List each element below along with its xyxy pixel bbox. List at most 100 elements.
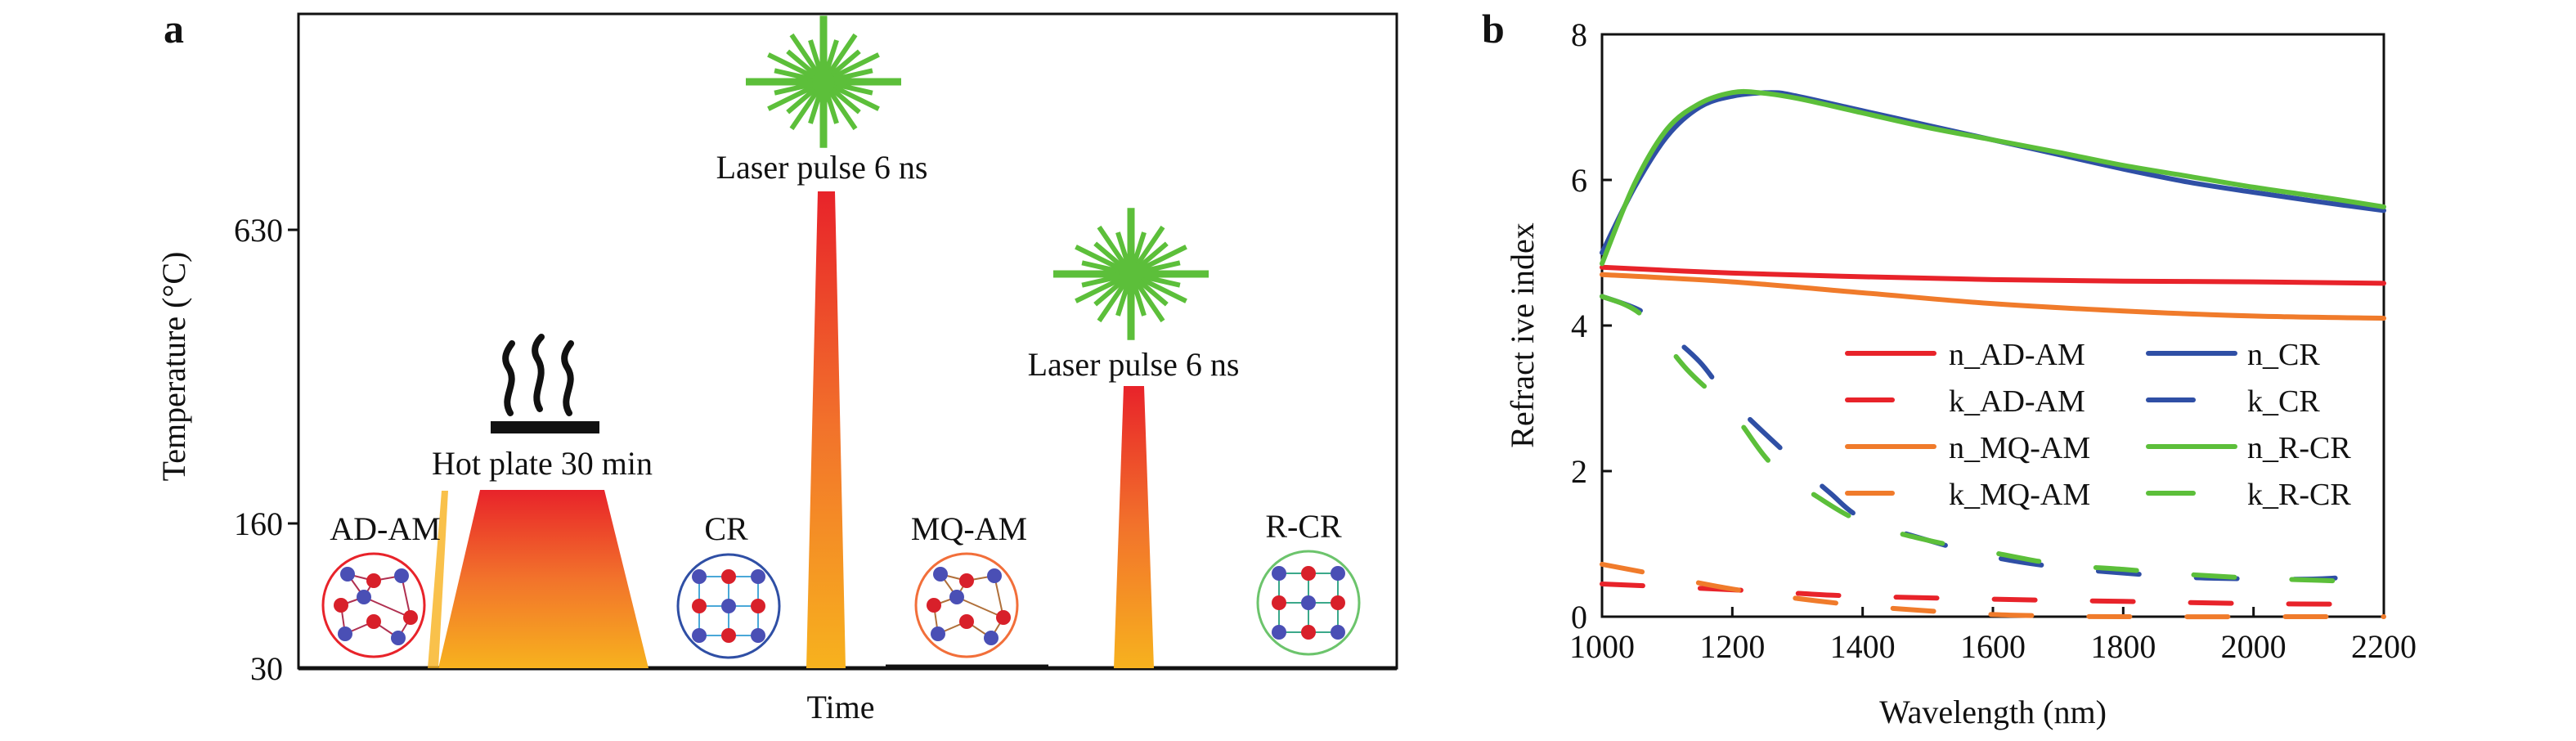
xtick-label: 1000 — [1569, 628, 1635, 665]
atom — [1272, 595, 1286, 610]
atom — [1301, 625, 1316, 640]
hot-plate-label: Hot plate 30 min — [432, 445, 653, 482]
xtick-label: 1600 — [1960, 628, 2026, 665]
atom — [1331, 566, 1345, 581]
atom — [1331, 625, 1345, 640]
atom — [366, 573, 381, 588]
atom — [1301, 595, 1316, 610]
atom — [394, 568, 409, 583]
ytick-label: 6 — [1571, 162, 1587, 199]
atom — [721, 569, 736, 584]
plot-frame — [1600, 33, 2385, 618]
legend-label: n_R-CR — [2247, 431, 2351, 465]
atom — [751, 569, 765, 584]
atom — [692, 599, 707, 613]
legend: n_AD-AM k_AD-AM n_MQ-AM k_MQ-AM n_CR k_CR n_R-… — [1845, 338, 2351, 512]
xtick-label: 1800 — [2090, 628, 2156, 665]
atom — [996, 610, 1011, 625]
bond — [363, 596, 411, 618]
atomic-structure-icon — [1256, 550, 1361, 656]
xtick-label: 2200 — [2351, 628, 2417, 665]
atom — [1272, 625, 1286, 640]
legend-label: k_CR — [2247, 384, 2320, 419]
atom — [984, 631, 999, 645]
xtick-label: 1200 — [1699, 628, 1765, 665]
legend-label: n_AD-AM — [1949, 338, 2085, 372]
ytick-label: 4 — [1571, 308, 1587, 344]
atom — [949, 590, 964, 604]
atom — [1272, 566, 1286, 581]
structure-circle — [1256, 550, 1361, 656]
legend-label: n_MQ-AM — [1949, 431, 2090, 465]
legend-label: n_CR — [2247, 338, 2320, 372]
y-axis-title: Refract ive index — [1504, 222, 1541, 447]
atomic-structure-icon — [676, 553, 781, 659]
ytick-label: 30 — [250, 650, 283, 687]
atom — [692, 569, 707, 584]
atom — [403, 610, 418, 625]
atom — [338, 626, 352, 641]
series-line-k-mq-am — [1600, 561, 2386, 620]
structure-circle — [914, 552, 1019, 658]
atom — [987, 568, 1002, 583]
series-line-n-r-cr — [1600, 88, 2386, 267]
panel-b: b 1000 1200 1400 1600 1800 2000 2200 0 2 4 6 8 Refr… — [1482, 6, 2417, 730]
series-line-n-cr — [1600, 90, 2386, 255]
panel-a: a 630 160 30 Temperature (°C) Time Hot p… — [155, 6, 1398, 725]
ytick-label: 630 — [234, 212, 283, 249]
star-core — [812, 70, 835, 93]
laser-pulse-2-profile — [1114, 386, 1154, 668]
panel-b-label: b — [1482, 6, 1505, 52]
atom — [751, 628, 765, 643]
xtick-label: 2000 — [2221, 628, 2287, 665]
atom — [933, 567, 948, 582]
atom — [1331, 595, 1345, 610]
laser-starburst-icon — [746, 16, 901, 148]
series-line-n-mq-am — [1600, 272, 2386, 321]
atom — [721, 599, 736, 613]
atom — [340, 567, 355, 582]
bond — [956, 596, 1004, 618]
laser-pulse-2-label: Laser pulse 6 ns — [1028, 346, 1240, 383]
ytick-label: 2 — [1571, 453, 1587, 490]
structure-circle — [321, 552, 426, 658]
hot-plate-anneal-profile — [438, 490, 648, 668]
series-line-k-r-cr — [1600, 294, 2386, 586]
x-axis-title: Time — [806, 689, 874, 725]
star-core — [1120, 263, 1142, 285]
legend-label: k_MQ-AM — [1949, 478, 2090, 512]
atomic-structure-icon — [321, 552, 426, 658]
laser-pulse-1-label: Laser pulse 6 ns — [716, 149, 928, 186]
atom — [959, 614, 974, 629]
phase-label-ad-am: AD-AM — [330, 510, 441, 547]
ytick-label: 8 — [1571, 16, 1587, 53]
atom — [931, 626, 945, 641]
atom — [721, 628, 736, 643]
phase-label-cr: CR — [704, 510, 748, 547]
laser-pulse-1-profile — [806, 191, 846, 668]
atom — [1301, 566, 1316, 581]
phase-label-mq-am: MQ-AM — [911, 510, 1027, 547]
atom — [391, 631, 406, 645]
laser-starburst-icon — [1053, 208, 1209, 340]
hot-plate-icon — [491, 421, 599, 433]
atom — [366, 614, 381, 629]
xtick-label: 1400 — [1830, 628, 1896, 665]
atom — [927, 598, 941, 613]
series-line-n-ad-am — [1600, 264, 2386, 286]
hot-plate-ramp — [428, 491, 448, 668]
legend-label: k_R-CR — [2247, 478, 2351, 512]
y-axis-title: Temperature (°C) — [155, 252, 192, 482]
atom — [959, 573, 974, 588]
x-axis-title: Wavelength (nm) — [1879, 694, 2107, 730]
atom — [334, 598, 348, 613]
legend-label: k_AD-AM — [1949, 384, 2085, 419]
atom — [357, 590, 371, 604]
steam-icon — [502, 334, 574, 416]
atom — [692, 628, 707, 643]
ytick-label: 160 — [234, 505, 283, 542]
atomic-structure-icon — [914, 552, 1019, 658]
atom — [751, 599, 765, 613]
ytick-label: 0 — [1571, 599, 1587, 635]
